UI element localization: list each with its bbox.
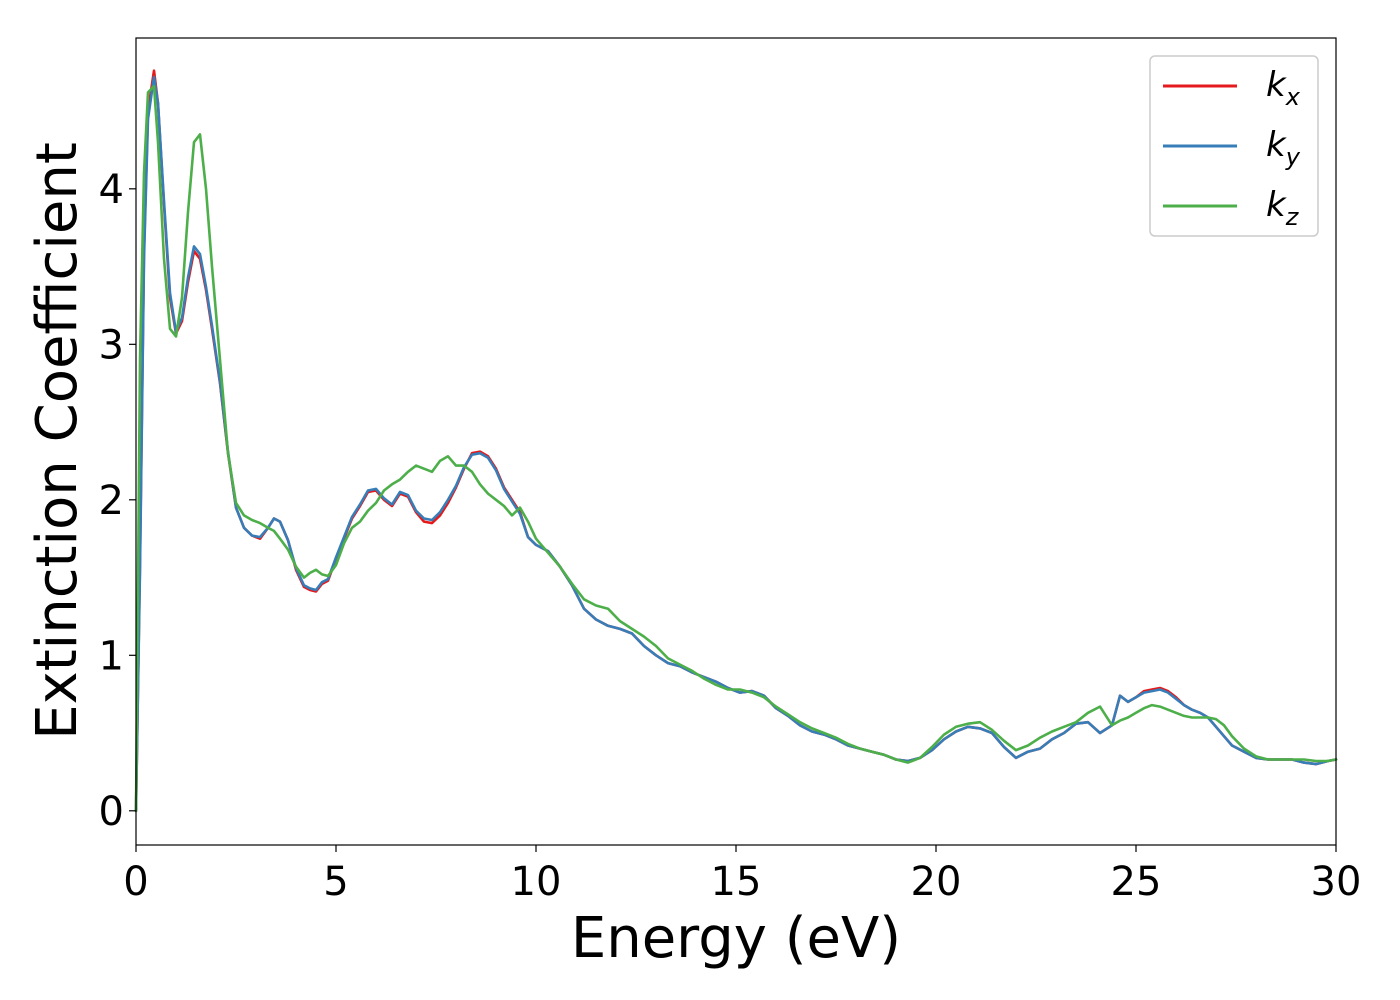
x-tick-label: 5 — [323, 859, 348, 905]
plot-lines — [134, 69, 1338, 813]
series-line-y — [134, 75, 1338, 813]
x-tick-label: 30 — [1311, 859, 1362, 905]
y-tick-label: 2 — [99, 478, 124, 524]
x-tick-label: 25 — [1111, 859, 1162, 905]
y-tick-label: 3 — [99, 322, 124, 368]
x-tick-label: 10 — [511, 859, 562, 905]
x-tick-label: 15 — [711, 859, 762, 905]
y-axis-ticks: 0 1 2 3 4 — [99, 167, 136, 835]
y-axis-title: Extinction Coefficient — [25, 142, 90, 740]
y-tick-label: 4 — [99, 167, 124, 213]
x-tick-label: 0 — [123, 859, 148, 905]
legend-label-z: kz — [1266, 185, 1300, 231]
x-axis-ticks: 0 5 10 15 20 25 30 — [123, 845, 1361, 905]
x-axis-title: Energy (eV) — [571, 906, 901, 971]
series-line-z — [134, 84, 1338, 813]
legend-label-x: kx — [1266, 65, 1301, 111]
legend: kx ky kz — [1149, 55, 1319, 237]
y-tick-label: 1 — [99, 633, 124, 679]
y-tick-label: 0 — [99, 789, 124, 835]
x-tick-label: 20 — [911, 859, 962, 905]
legend-label-y: ky — [1266, 125, 1301, 171]
